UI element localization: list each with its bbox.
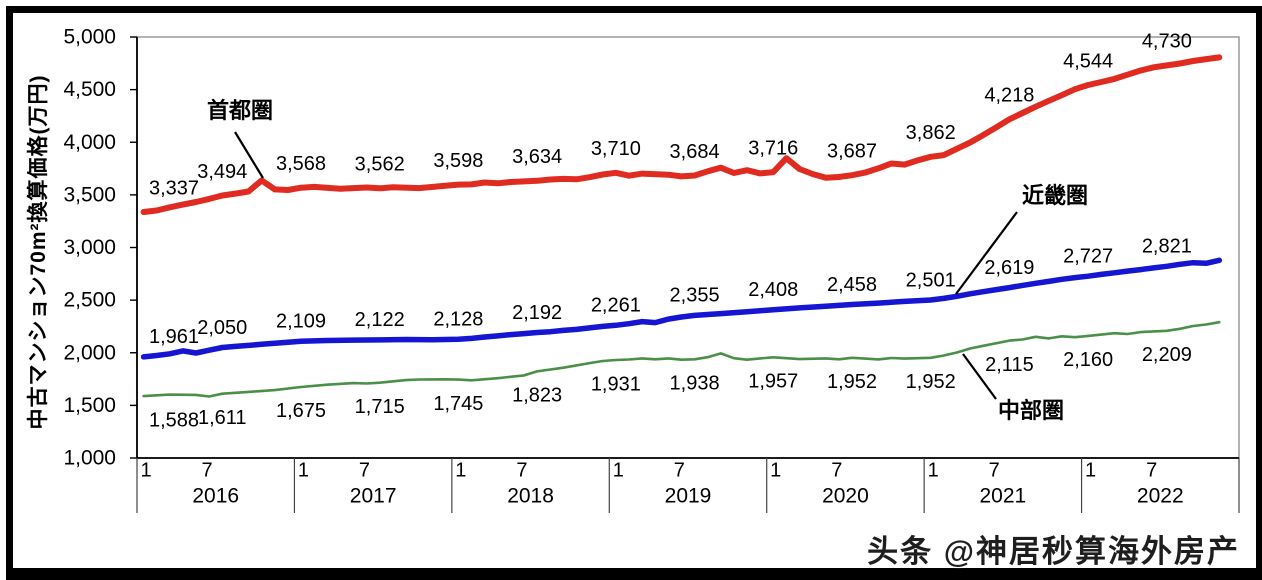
data-label-kinkiken: 2,727 [1063,246,1113,268]
data-label-chubuken: 1,957 [748,371,798,393]
annotation-leader-shutoken [234,131,264,179]
y-tick-label: 3,500 [63,183,116,206]
annotation-label-kinkiken: 近畿圏 [1022,183,1088,208]
year-label: 2017 [350,485,397,508]
image-border [6,6,1262,580]
data-label-shutoken: 4,544 [1063,50,1113,72]
month-tick-label: 7 [989,459,1000,481]
series-line-chubuken [142,320,1221,398]
data-label-chubuken: 1,588 [149,409,199,431]
data-label-chubuken: 1,952 [906,371,956,393]
data-label-shutoken: 3,684 [670,141,720,163]
data-label-chubuken: 1,938 [670,373,720,395]
year-label: 2019 [665,485,712,508]
data-label-kinkiken: 2,408 [748,279,798,301]
data-label-shutoken: 3,862 [906,122,956,144]
month-tick-label: 1 [1085,459,1096,481]
data-label-kinkiken: 2,109 [276,311,326,333]
data-label-shutoken: 3,494 [197,161,247,183]
month-tick-label: 1 [140,459,151,481]
year-label: 2016 [192,485,239,508]
data-label-chubuken: 1,611 [198,407,247,429]
y-tick-label: 4,000 [63,131,116,154]
data-label-kinkiken: 2,128 [433,309,483,331]
data-label-chubuken: 1,952 [827,371,877,393]
annotation-label-chubuken: 中部圏 [998,398,1064,423]
data-label-kinkiken: 2,821 [1142,236,1192,258]
month-tick-label: 7 [1146,459,1157,481]
data-label-kinkiken: 2,619 [984,257,1034,279]
month-tick-label: 7 [201,459,212,481]
annotation-leader-kinkiken [955,211,1018,295]
y-tick-label: 4,500 [63,78,116,101]
data-label-kinkiken: 1,961 [149,326,199,348]
data-label-shutoken: 4,218 [984,85,1034,107]
month-tick-label: 1 [613,459,624,481]
year-label: 2020 [822,485,869,508]
y-tick-label: 3,000 [63,236,116,259]
data-label-chubuken: 1,823 [512,385,562,407]
data-label-shutoken: 3,337 [149,177,199,199]
data-label-shutoken: 3,687 [827,140,877,162]
data-label-chubuken: 1,675 [276,400,326,422]
data-label-chubuken: 1,931 [591,373,641,395]
data-label-chubuken: 1,745 [433,393,483,415]
data-label-chubuken: 2,115 [985,354,1034,376]
data-label-shutoken: 4,730 [1142,31,1192,53]
month-tick-label: 7 [674,459,685,481]
y-tick-label: 2,000 [63,341,116,364]
data-label-chubuken: 1,715 [355,396,405,418]
annotation-leader-chubuken [962,353,997,400]
y-tick-label: 1,500 [63,394,116,417]
month-tick-label: 1 [298,459,309,481]
year-label: 2022 [1137,485,1184,508]
year-label: 2018 [507,485,554,508]
month-tick-label: 1 [455,459,466,481]
data-label-kinkiken: 2,458 [827,274,877,296]
data-label-shutoken: 3,710 [591,138,641,160]
data-label-chubuken: 2,160 [1063,349,1113,371]
annotation-label-shutoken: 首都圏 [207,98,273,123]
data-label-shutoken: 3,562 [355,154,405,176]
watermark: 头条 @神居秒算海外房产 [867,534,1240,569]
data-label-shutoken: 3,598 [433,150,483,172]
y-tick-label: 2,500 [63,289,116,312]
data-label-kinkiken: 2,050 [197,317,247,339]
y-tick-label: 5,000 [63,26,116,49]
series-line-kinkiken [140,257,1223,360]
month-tick-label: 7 [831,459,842,481]
data-label-chubuken: 2,209 [1142,344,1192,366]
series-line-shutoken [140,54,1223,215]
y-tick-label: 1,000 [63,447,116,470]
y-axis-title: 中古マンション70m²換算価格(万円) [27,74,50,430]
data-label-shutoken: 3,716 [748,137,798,159]
data-label-kinkiken: 2,261 [591,295,641,317]
month-tick-label: 1 [770,459,781,481]
data-label-shutoken: 3,634 [512,146,562,168]
data-label-kinkiken: 2,192 [512,302,562,324]
data-label-kinkiken: 2,355 [670,285,720,307]
data-label-kinkiken: 2,501 [906,269,956,291]
month-tick-label: 7 [359,459,370,481]
data-label-kinkiken: 2,122 [355,309,405,331]
year-label: 2021 [979,485,1026,508]
month-tick-label: 7 [516,459,527,481]
month-tick-label: 1 [928,459,939,481]
data-label-shutoken: 3,568 [276,153,326,175]
